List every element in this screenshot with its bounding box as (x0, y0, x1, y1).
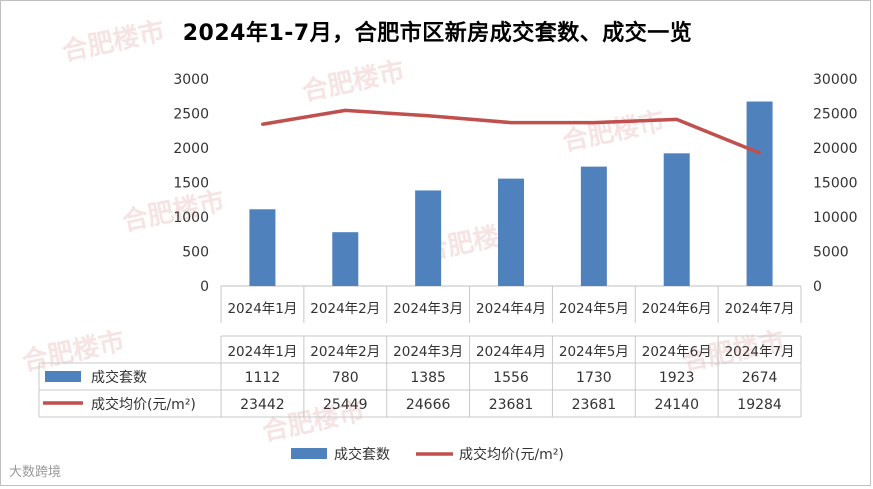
line-point-2 (343, 108, 347, 112)
x-category-label: 2024年5月 (559, 301, 629, 317)
line-point-5 (592, 121, 596, 125)
bar-3 (415, 190, 442, 286)
x-category-label: 2024年6月 (642, 301, 712, 317)
table-row-label: 成交均价(元/m²) (91, 396, 196, 413)
table-cell: 23681 (572, 397, 617, 413)
y-right-tick-label: 0 (813, 279, 822, 295)
y-left-tick-label: 500 (182, 245, 209, 261)
y-left-tick-label: 2000 (173, 141, 209, 157)
legend-bar-swatch (291, 448, 327, 459)
table-cell: 1923 (659, 370, 695, 386)
table-cell: 1385 (410, 370, 446, 386)
table-header-cell: 2024年4月 (476, 344, 546, 360)
y-left-tick-label: 1500 (173, 176, 209, 192)
line-point-7 (758, 151, 762, 155)
table-cell: 19284 (737, 397, 782, 413)
y-right-tick-label: 10000 (813, 210, 858, 226)
legend-bar-label: 成交套数 (334, 446, 390, 463)
line-point-6 (675, 117, 679, 121)
bar-7 (746, 101, 773, 286)
y-right-tick-label: 5000 (813, 245, 849, 261)
table-cell: 780 (332, 370, 359, 386)
bar-1 (249, 209, 276, 286)
table-cell: 1112 (245, 370, 281, 386)
table-cell: 23681 (489, 397, 534, 413)
y-right-tick-label: 15000 (813, 176, 858, 192)
x-category-label: 2024年3月 (393, 301, 463, 317)
table-header-cell: 2024年1月 (227, 344, 297, 360)
bar-4 (498, 178, 524, 286)
bar-6 (663, 153, 690, 286)
y-right-tick-label: 25000 (813, 107, 858, 123)
table-header-cell: 2024年2月 (310, 344, 380, 360)
y-left-tick-label: 2500 (173, 107, 209, 123)
credit-text: 大数跨境 (9, 465, 62, 480)
table-legend-bar-key (45, 371, 81, 382)
table-header-cell: 2024年6月 (642, 344, 712, 360)
x-category-label: 2024年7月 (725, 301, 795, 317)
y-right-tick-label: 30000 (813, 72, 858, 88)
chart-title: 2024年1-7月，合肥市区新房成交套数、成交一览 (182, 21, 693, 46)
table-cell: 25449 (323, 397, 368, 413)
y-left-tick-label: 3000 (173, 72, 209, 88)
table-header-cell: 2024年7月 (725, 344, 795, 360)
line-point-4 (509, 121, 513, 125)
x-category-label: 2024年2月 (310, 301, 380, 317)
x-category-label: 2024年4月 (476, 301, 546, 317)
table-cell: 1556 (493, 370, 529, 386)
bar-2 (332, 232, 359, 286)
table-header-cell: 2024年5月 (559, 344, 629, 360)
table-cell: 23442 (240, 397, 285, 413)
x-category-label: 2024年1月 (227, 301, 297, 317)
legend-line-label: 成交均价(元/m²) (459, 446, 564, 463)
line-point-3 (426, 114, 430, 118)
y-left-tick-label: 0 (200, 279, 209, 295)
table-row-label: 成交套数 (91, 369, 147, 386)
line-point-1 (260, 122, 264, 126)
bar-5 (580, 166, 607, 286)
table-cell: 24666 (406, 397, 451, 413)
y-right-tick-label: 20000 (813, 141, 858, 157)
y-left-tick-label: 1000 (173, 210, 209, 226)
table-cell: 2674 (742, 370, 778, 386)
table-cell: 24140 (654, 397, 699, 413)
line-series (262, 108, 761, 155)
table-cell: 1730 (576, 370, 612, 386)
table-header-cell: 2024年3月 (393, 344, 463, 360)
